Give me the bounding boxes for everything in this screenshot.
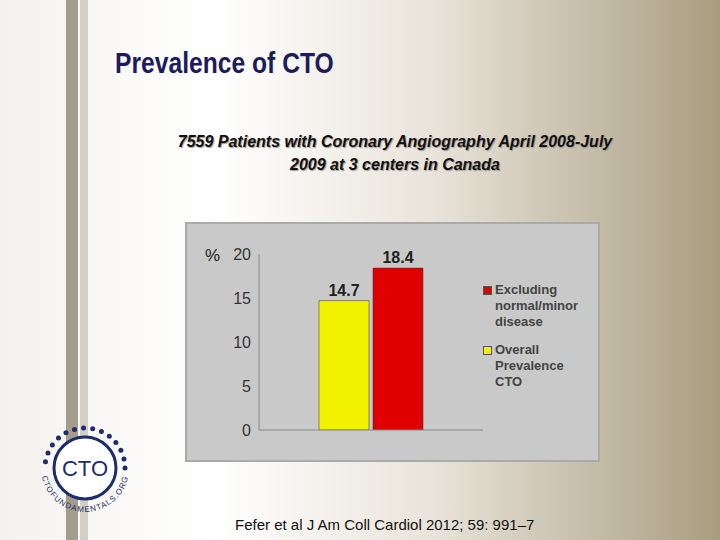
svg-text:CTOFUNDAMENTALS.ORG: CTOFUNDAMENTALS.ORG [40,475,131,515]
html-text:2009 at 3 centers in Canada: 2009 at 3 centers in Canada [290,156,500,173]
svg-text:5: 5 [242,378,251,395]
svg-text:10: 10 [233,334,251,351]
html-text:Prevalence of CTO: Prevalence of CTO [115,47,334,79]
svg-text:20: 20 [233,246,251,263]
html-text:7559 Patients with Coronary An: 7559 Patients with Coronary Angiography … [177,133,613,150]
svg-text:14.7: 14.7 [328,282,359,299]
html-text:Excluding normal/minor disease: Excluding normal/minor disease [495,282,579,329]
html-text:Overall Prevalence CTO: Overall Prevalence CTO [495,342,564,389]
svg-text:18.4: 18.4 [382,249,413,266]
svg-text:15: 15 [233,290,251,307]
html-text:Fefer et al J Am Coll Cardiol: Fefer et al J Am Coll Cardiol 2012; 59: … [235,516,535,533]
svg-text:CTO: CTO [62,456,108,481]
svg-text:0: 0 [242,422,251,439]
